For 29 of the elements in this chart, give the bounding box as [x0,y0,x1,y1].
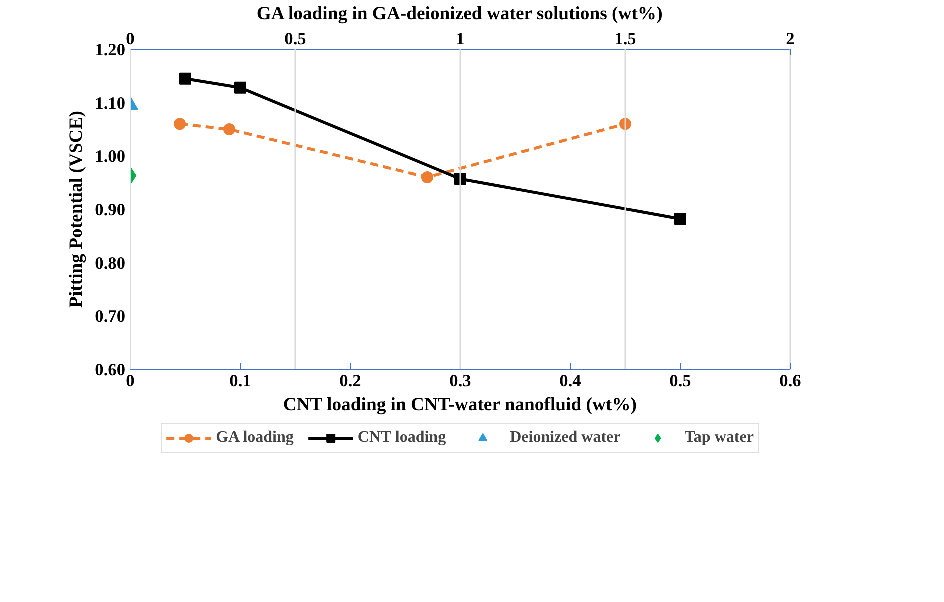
y-axis-title: Pitting Potential (VSCE) [66,111,88,308]
x-tick-label: 0.5 [670,372,692,390]
y-tick-label: 0.90 [95,200,126,220]
x-axis-title: CNT loading in CNT-water nanofluid (wt%) [283,394,637,416]
legend-label: CNT loading [358,429,446,447]
x2-tick-label: 1 [456,30,465,48]
x2-tick-label: 2 [786,30,795,48]
x-tick-label: 0.1 [230,372,252,390]
x-tick-label: 0.4 [560,372,582,390]
x2-tick-label: 1.5 [614,30,637,48]
x-tick-label: 0.3 [450,372,472,390]
x2-axis-title: GA loading in GA-deionized water solutions (wt%) [256,4,663,24]
x-tick-label: 0.2 [340,372,362,390]
y-tick-label: 0.70 [95,307,126,326]
legend-label: GA loading [216,429,294,447]
point [674,213,686,226]
x2-tick-label: 0 [126,30,135,48]
x-tick-label: 0 [126,372,135,390]
y-tick-label: 0.80 [95,254,126,273]
y-tick-label: 0.60 [95,360,126,380]
y-tick-label: 1.20 [95,40,126,60]
point [234,82,246,94]
x2-tick-label: 0.5 [284,30,307,48]
x-tick-label: 0.6 [780,372,802,390]
point [180,72,192,85]
legend-label: Deionized water [510,429,621,447]
y-tick-label: 1.10 [95,94,126,113]
y-tick-label: 1.00 [95,147,126,166]
legend-label: Tap water [684,429,754,447]
